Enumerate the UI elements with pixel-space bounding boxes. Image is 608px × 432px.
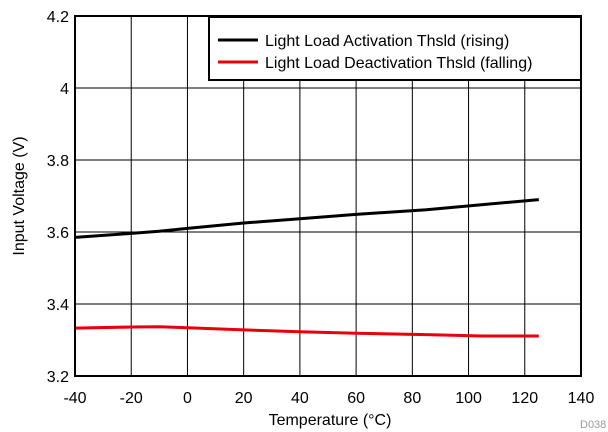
series-line-1 bbox=[74, 325, 539, 338]
x-tick-label: 40 bbox=[291, 390, 309, 407]
y-tick-label: 3.6 bbox=[47, 225, 69, 242]
y-tick-label: 3.2 bbox=[47, 369, 69, 386]
legend: Light Load Activation Thsld (rising) Lig… bbox=[208, 16, 582, 81]
x-tick-label: 140 bbox=[568, 390, 595, 407]
x-tick-label: 120 bbox=[511, 390, 538, 407]
figure-code: D038 bbox=[580, 419, 606, 431]
series-line-0 bbox=[74, 198, 539, 239]
legend-box bbox=[208, 16, 582, 81]
x-tick-label: 20 bbox=[235, 390, 253, 407]
legend-label-deactivation: Light Load Deactivation Thsld (falling) bbox=[265, 55, 532, 72]
x-tick-label: 60 bbox=[347, 390, 365, 407]
legend-label-activation: Light Load Activation Thsld (rising) bbox=[265, 33, 509, 50]
series-lines bbox=[74, 198, 539, 338]
x-axis-ticks: -40 -20 0 20 40 60 80 100 120 140 bbox=[63, 390, 594, 407]
y-axis-label: Input Voltage (V) bbox=[11, 136, 28, 255]
y-tick-label: 3.8 bbox=[47, 153, 69, 170]
x-axis-label: Temperature (°C) bbox=[269, 412, 392, 429]
x-tick-label: 100 bbox=[455, 390, 482, 407]
y-axis-ticks: 3.2 3.4 3.6 3.8 4 4.2 bbox=[47, 9, 69, 386]
x-tick-label: 0 bbox=[183, 390, 192, 407]
y-tick-label: 4.2 bbox=[47, 9, 69, 26]
y-tick-label: 3.4 bbox=[47, 297, 69, 314]
x-tick-label: 80 bbox=[403, 390, 421, 407]
x-tick-label: -20 bbox=[120, 390, 143, 407]
y-tick-label: 4 bbox=[60, 81, 69, 98]
x-tick-label: -40 bbox=[63, 390, 86, 407]
